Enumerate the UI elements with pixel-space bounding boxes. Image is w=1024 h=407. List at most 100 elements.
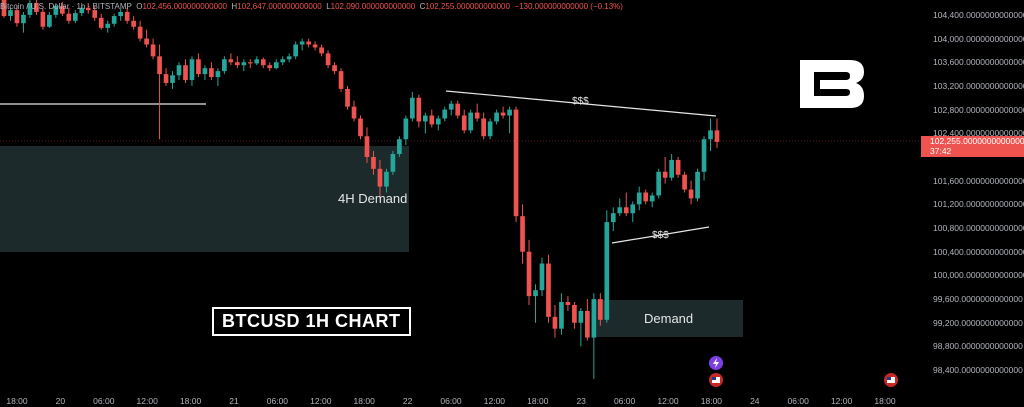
candle-bullish[interactable] [47,14,52,27]
symbol-label[interactable]: Bitcoin / U.S. Dollar · 1h · BITSTAMP [0,2,132,11]
candle-bullish[interactable] [53,6,59,15]
candle-bullish[interactable] [604,222,610,320]
candle-bearish[interactable] [682,174,687,190]
candle-bullish[interactable] [578,310,584,323]
candle-bearish[interactable] [98,17,104,28]
candle-bearish[interactable] [455,103,461,116]
candle-bearish[interactable] [319,47,324,54]
candle-bearish[interactable] [163,74,169,83]
candle-bullish[interactable] [410,97,415,119]
candle-bearish[interactable] [60,6,65,14]
candle-bearish[interactable] [546,263,551,317]
candle-bullish[interactable] [293,44,299,57]
candle-bearish[interactable] [131,20,136,27]
demand-zone[interactable] [593,300,743,337]
candle-bullish[interactable] [468,112,474,131]
candle-bullish[interactable] [533,290,538,297]
candle-bullish[interactable] [448,103,454,110]
price-axis[interactable]: 104,400.0000000000000 104,000.00000000000… [920,0,1024,407]
candle-bearish[interactable] [1,0,7,17]
candle-bullish[interactable] [241,62,247,66]
candle-bearish[interactable] [623,207,629,214]
candle-bearish[interactable] [474,112,480,119]
candle-bearish[interactable] [565,302,571,305]
candle-bearish[interactable] [306,41,311,45]
liquidity-trendline-top[interactable] [445,90,717,117]
candle-bullish[interactable] [254,59,260,64]
candle-bearish[interactable] [513,109,519,217]
candle-bullish[interactable] [617,207,623,214]
candle-bullish[interactable] [630,204,636,214]
candle-bullish[interactable] [390,154,396,172]
candle-bearish[interactable] [643,192,649,202]
candle-bullish[interactable] [299,41,305,45]
candle-bearish[interactable] [345,88,350,107]
candle-bullish[interactable] [559,302,564,329]
candle-bullish[interactable] [669,159,674,178]
demand-4h-zone[interactable] [0,146,409,252]
candle-bullish[interactable] [27,3,33,15]
candle-bullish[interactable] [111,16,117,24]
candle-bullish[interactable] [286,56,292,60]
candle-bearish[interactable] [144,38,149,45]
candle-bearish[interactable] [196,59,201,75]
candle-bullish[interactable] [422,115,428,122]
candle-bullish[interactable] [591,299,597,338]
candle-bullish[interactable] [215,71,221,78]
candle-bullish[interactable] [176,65,182,76]
candle-bearish[interactable] [351,106,357,119]
candle-bullish[interactable] [701,139,707,172]
candle-bullish[interactable] [403,118,409,140]
candle-bearish[interactable] [688,189,694,199]
candle-bearish[interactable] [332,65,337,72]
candle-bullish[interactable] [494,112,499,122]
candle-bearish[interactable] [235,62,240,66]
candle-bullish[interactable] [695,171,700,199]
candle-bearish[interactable] [377,168,383,187]
candle-bearish[interactable] [371,156,376,169]
candle-bullish[interactable] [435,118,441,125]
candle-bullish[interactable] [636,192,642,205]
candle-bearish[interactable] [338,71,344,89]
candle-bearish[interactable] [260,59,266,66]
candle-bearish[interactable] [662,171,668,178]
candle-bearish[interactable] [183,65,188,81]
candle-bearish[interactable] [124,11,130,21]
candle-bearish[interactable] [150,44,156,57]
candle-bearish[interactable] [481,118,486,137]
candle-bearish[interactable] [209,68,214,78]
candle-bearish[interactable] [429,115,435,125]
candle-bullish[interactable] [189,59,195,81]
us-flag-icon[interactable] [709,373,723,387]
candle-bearish[interactable] [34,3,39,12]
candle-bearish[interactable] [526,251,532,297]
candle-bullish[interactable] [487,121,493,137]
candle-bearish[interactable] [597,299,603,320]
candle-bullish[interactable] [397,139,402,155]
candle-bearish[interactable] [312,44,318,48]
liquidity-trendline-bottom[interactable] [611,226,710,244]
candle-bullish[interactable] [384,171,389,187]
candle-bearish[interactable] [85,7,91,11]
candle-bearish[interactable] [14,10,20,24]
candle-bearish[interactable] [92,10,98,18]
candle-bearish[interactable] [675,159,681,175]
candle-bullish[interactable] [539,263,545,291]
candle-bullish[interactable] [273,62,279,69]
candle-bullish[interactable] [118,11,124,17]
candle-bullish[interactable] [202,68,208,75]
candle-bullish[interactable] [222,59,227,72]
candle-bullish[interactable] [21,14,26,24]
candle-bullish[interactable] [656,171,661,196]
candle-bearish[interactable] [461,115,467,131]
candle-bullish[interactable] [79,7,85,14]
candle-bearish[interactable] [267,65,273,69]
candle-bearish[interactable] [500,112,506,116]
candle-bearish[interactable] [585,310,590,338]
candle-bearish[interactable] [552,316,558,329]
crypto-event-icon[interactable] [709,356,723,370]
candle-bearish[interactable] [40,11,46,27]
candle-bearish[interactable] [66,13,72,21]
candle-bearish[interactable] [520,216,525,252]
